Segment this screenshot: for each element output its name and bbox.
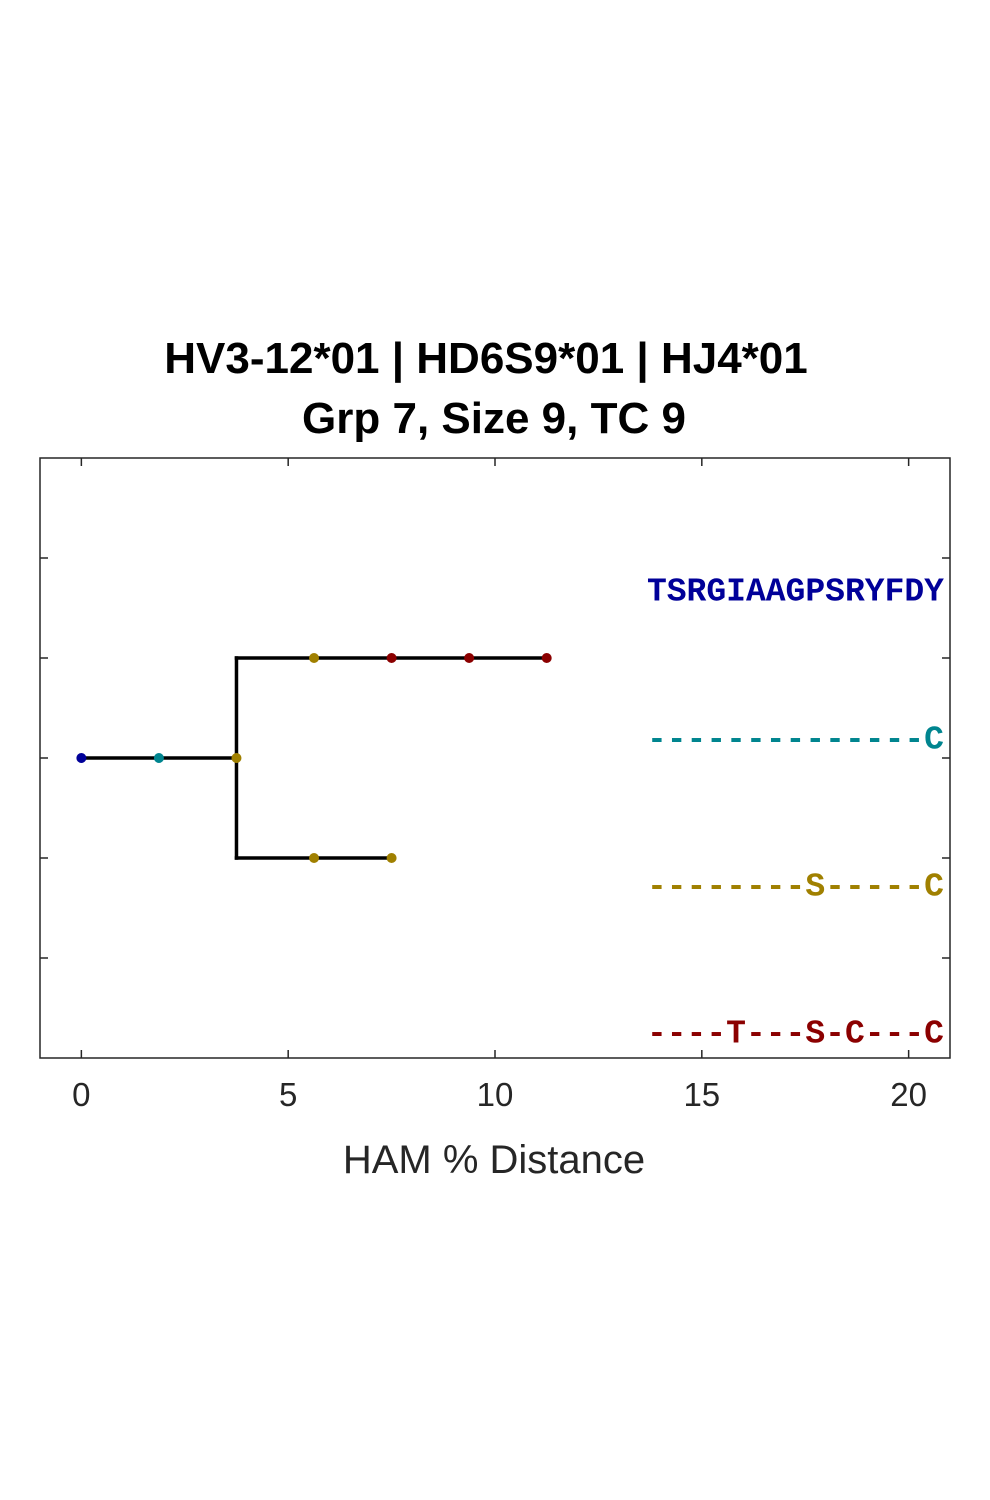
chart-title: HV3-12*01 | HD6S9*01 | HJ4*01 <box>164 334 807 384</box>
sequence-label: ----T---S-C---C <box>647 1016 944 1053</box>
x-tick-label: 15 <box>683 1076 720 1113</box>
sequence-label: --------------C <box>647 722 944 759</box>
tree-node <box>464 653 475 663</box>
x-tick-label: 10 <box>477 1076 514 1113</box>
tree-node <box>309 653 320 663</box>
tree-node <box>309 853 320 863</box>
x-axis: 0 5 10 15 20 <box>72 458 927 1113</box>
tree-node <box>153 753 164 763</box>
x-tick-label: 5 <box>279 1076 297 1113</box>
sequence-label: TSRGIAAGPSRYFDY <box>647 574 944 611</box>
plot-area: 0 5 10 15 20 TSRGIAAGPSRYFDY --------------C -… <box>39 457 951 1113</box>
y-axis <box>40 557 950 959</box>
tree-node <box>231 753 242 763</box>
tree-edges <box>79 656 549 860</box>
tree-node <box>386 853 397 863</box>
x-tick-label: 20 <box>890 1076 927 1113</box>
x-axis-label: HAM % Distance <box>343 1138 645 1182</box>
sequence-labels: TSRGIAAGPSRYFDY --------------C --------S-… <box>647 574 944 1053</box>
tree-node <box>386 653 397 663</box>
sequence-label: --------S-----C <box>647 869 944 906</box>
tree-nodes <box>76 653 552 863</box>
tree-node <box>76 753 87 763</box>
tree-node <box>541 653 552 663</box>
x-tick-label: 0 <box>72 1076 90 1113</box>
chart-subtitle: Grp 7, Size 9, TC 9 <box>302 394 686 443</box>
